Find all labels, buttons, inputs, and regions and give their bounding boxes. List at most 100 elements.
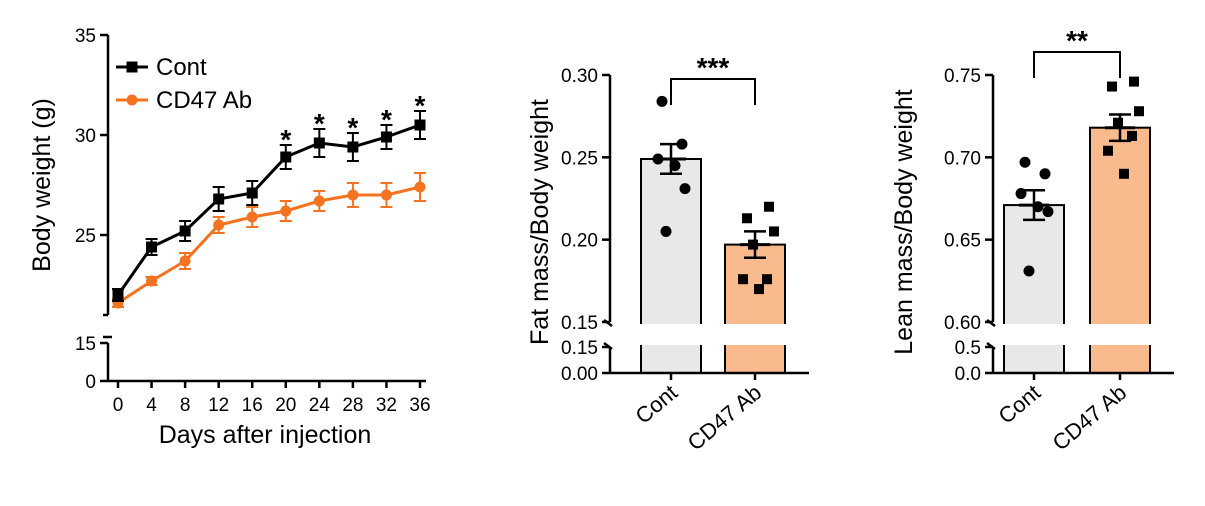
weight-x-tick-label: 28 bbox=[342, 395, 363, 416]
lean-y-tick-label: 0.5 bbox=[955, 338, 981, 359]
weight-significance-star: * bbox=[314, 108, 325, 139]
weight-point-cont bbox=[347, 141, 359, 153]
lean-axis-break-gap bbox=[983, 324, 1156, 345]
fat-point-cd47 bbox=[769, 226, 779, 237]
lean-y-tick-label: 0.65 bbox=[944, 231, 981, 252]
lean-point-cd47 bbox=[1113, 117, 1123, 128]
weight-point-cont bbox=[313, 137, 325, 149]
fat-point-cont bbox=[676, 138, 688, 150]
weight-point-cont bbox=[146, 241, 158, 253]
fat-point-cont bbox=[679, 183, 691, 195]
fat-point-cd47 bbox=[754, 284, 764, 295]
weight-x-tick-label: 0 bbox=[113, 395, 124, 416]
legend-label-cd47: CD47 Ab bbox=[156, 87, 252, 114]
weight-point-cd47 bbox=[347, 189, 359, 201]
fat-point-cd47 bbox=[764, 201, 774, 212]
weight-significance-star: * bbox=[280, 124, 291, 155]
lean-category-label: Cont bbox=[994, 380, 1046, 429]
lean-y-tick-label: 0.70 bbox=[944, 148, 981, 169]
lean-point-cd47 bbox=[1129, 76, 1139, 87]
fat-bar-cd47 bbox=[724, 243, 786, 374]
fat-category-label: CD47 Ab bbox=[683, 380, 767, 456]
fat-point-cd47 bbox=[742, 213, 752, 224]
weight-series-line-cd47 bbox=[117, 185, 421, 305]
weight-point-cd47 bbox=[414, 181, 426, 193]
fat-y-axis-label: Fat mass/Body weight bbox=[526, 99, 554, 345]
weight-significance-star: * bbox=[415, 90, 426, 121]
lean-point-cd47 bbox=[1127, 130, 1137, 141]
lean-y-tick-label: 0.60 bbox=[944, 313, 981, 334]
fat-significance-label: *** bbox=[697, 52, 730, 83]
lean-point-cont bbox=[1019, 156, 1031, 168]
lean-point-cont bbox=[1023, 265, 1035, 277]
weight-point-cont bbox=[380, 131, 392, 143]
legend-marker-cont bbox=[126, 61, 138, 73]
legend-marker-cd47 bbox=[126, 94, 138, 106]
lean-y-tick-label: 0.75 bbox=[944, 66, 981, 87]
weight-series-line-cont bbox=[116, 123, 421, 296]
weight-x-tick-label: 4 bbox=[146, 395, 157, 416]
weight-point-cd47 bbox=[146, 275, 158, 287]
weight-x-axis-label: Days after injection bbox=[159, 421, 372, 449]
fat-point-cd47 bbox=[748, 239, 758, 250]
fat-category-label: Cont bbox=[631, 380, 683, 429]
fat-y-tick-label: 0.20 bbox=[561, 231, 598, 252]
weight-x-tick-label: 8 bbox=[180, 395, 191, 416]
weight-x-tick-label: 24 bbox=[309, 395, 331, 416]
weight-point-cd47 bbox=[179, 255, 191, 267]
weight-significance-star: * bbox=[381, 104, 392, 135]
weight-point-cont bbox=[414, 119, 426, 131]
lean-significance-bracket bbox=[1033, 51, 1121, 78]
weight-point-cd47 bbox=[313, 195, 325, 207]
weight-point-cd47 bbox=[280, 205, 292, 217]
lean-point-cont bbox=[1039, 168, 1051, 180]
weight-y-tick-label: 15 bbox=[75, 334, 96, 355]
fat-y-tick-label: 0.30 bbox=[561, 66, 598, 87]
fat-point-cont bbox=[669, 160, 681, 172]
weight-y-tick-label: 30 bbox=[75, 126, 96, 147]
lean-point-cont bbox=[1015, 188, 1027, 200]
weight-x-tick-label: 12 bbox=[208, 395, 229, 416]
lean-point-cd47 bbox=[1134, 106, 1144, 117]
fat-y-tick-label: 0.15 bbox=[561, 313, 598, 334]
weight-point-cd47 bbox=[246, 211, 258, 223]
lean-point-cd47 bbox=[1107, 81, 1117, 92]
weight-y-axis-label: Body weight (g) bbox=[28, 98, 56, 272]
fat-significance-bracket bbox=[670, 78, 756, 105]
weight-x-tick-label: 36 bbox=[409, 395, 430, 416]
fat-y-tick-label: 0.15 bbox=[561, 338, 598, 359]
weight-point-cd47 bbox=[213, 219, 225, 231]
weight-significance-star: * bbox=[347, 112, 358, 143]
weight-point-cont bbox=[179, 225, 191, 237]
legend-label-cont: Cont bbox=[156, 54, 207, 81]
lean-y-axis-label: Lean mass/Body weight bbox=[890, 89, 918, 354]
fat-y-tick-label: 0.00 bbox=[561, 364, 598, 385]
fat-point-cd47 bbox=[762, 274, 772, 285]
weight-point-cont bbox=[213, 193, 225, 205]
weight-x-tick-label: 16 bbox=[242, 395, 263, 416]
weight-point-cont bbox=[246, 187, 258, 199]
weight-x-tick-label: 32 bbox=[376, 395, 397, 416]
fat-point-cd47 bbox=[738, 274, 748, 285]
lean-point-cont bbox=[1032, 201, 1044, 213]
lean-point-cd47 bbox=[1103, 145, 1113, 156]
lean-point-cont bbox=[1042, 206, 1054, 218]
weight-y-tick-label: 35 bbox=[75, 26, 96, 47]
fat-axis-break-gap bbox=[600, 324, 791, 345]
lean-point-cd47 bbox=[1119, 168, 1129, 179]
fat-point-cont bbox=[652, 153, 664, 165]
weight-point-cont bbox=[112, 289, 124, 301]
fat-point-cont bbox=[660, 225, 672, 237]
weight-y-tick-label: 25 bbox=[75, 226, 96, 247]
weight-x-tick-label: 20 bbox=[275, 395, 296, 416]
weight-point-cd47 bbox=[380, 189, 392, 201]
fat-point-cont bbox=[656, 95, 668, 107]
fat-y-tick-label: 0.25 bbox=[561, 148, 598, 169]
lean-y-tick-label: 0.0 bbox=[955, 364, 981, 385]
lean-significance-label: ** bbox=[1066, 25, 1088, 56]
lean-bar-cont bbox=[1003, 204, 1065, 374]
weight-point-cont bbox=[280, 151, 292, 163]
weight-y-tick-label: 0 bbox=[85, 372, 96, 393]
lean-category-label: CD47 Ab bbox=[1048, 380, 1132, 456]
